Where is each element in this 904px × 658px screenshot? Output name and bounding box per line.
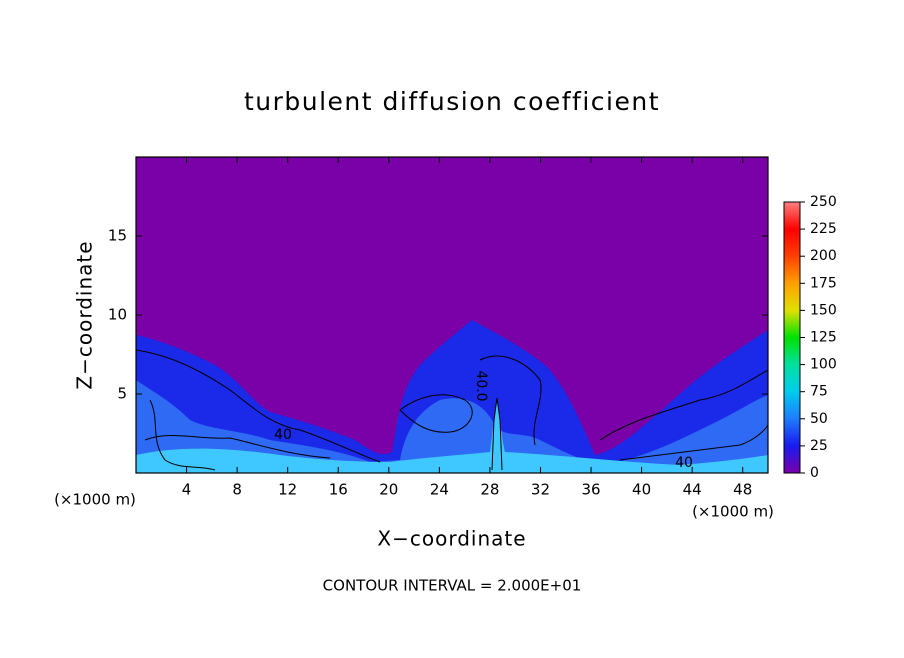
contour-label: 40.0: [473, 370, 489, 401]
colorbar-tick-label: 75: [810, 384, 828, 400]
y-tick-label: 10: [108, 306, 127, 324]
x-tick-label: 36: [581, 481, 600, 499]
colorbar-tick-label: 0: [810, 465, 819, 481]
colorbar-tick-label: 250: [810, 194, 837, 210]
contour-label: 40: [675, 455, 693, 471]
colorbar-tick-label: 225: [810, 221, 837, 237]
x-tick-label: 40: [632, 481, 651, 499]
surface-layer: [136, 400, 768, 473]
colorbar-tick-label: 125: [810, 330, 837, 346]
y-axis-label: Z−coordinate: [73, 240, 97, 389]
colorbar-tick-label: 200: [810, 248, 837, 264]
x-tick-label: 16: [329, 481, 348, 499]
turbulent-layer: [136, 320, 768, 473]
x-axis-label: X−coordinate: [377, 527, 526, 551]
colorbar-tick-label: 50: [810, 411, 828, 427]
y-tick-label: 5: [117, 385, 127, 403]
x-tick-label: 24: [430, 481, 449, 499]
x-tick-label: 12: [278, 481, 297, 499]
x-tick-label: 28: [480, 481, 499, 499]
contour-lines: [136, 349, 768, 471]
x-unit-right: (×1000 m): [692, 503, 774, 521]
contour-label: 40: [274, 427, 292, 443]
colorbar-tick-label: 175: [810, 275, 837, 291]
colorbar: [783, 201, 801, 474]
x-tick-label: 48: [733, 481, 752, 499]
x-tick-label: 8: [232, 481, 242, 499]
y-tick-label: 15: [108, 227, 127, 245]
field: [136, 157, 768, 473]
contour-interval: CONTOUR INTERVAL = 2.000E+01: [323, 577, 582, 595]
x-tick-label: 44: [683, 481, 702, 499]
x-tick-label: 32: [531, 481, 550, 499]
colorbar-tick-label: 150: [810, 302, 837, 318]
colorbar-tick-label: 25: [810, 438, 828, 454]
chart-title: turbulent diffusion coefficient: [244, 87, 660, 116]
x-unit-left: (×1000 m): [54, 491, 136, 509]
turbulent-core: [136, 380, 768, 473]
x-tick-label: 4: [182, 481, 192, 499]
x-tick-label: 20: [379, 481, 398, 499]
colorbar-tick-label: 100: [810, 357, 837, 373]
